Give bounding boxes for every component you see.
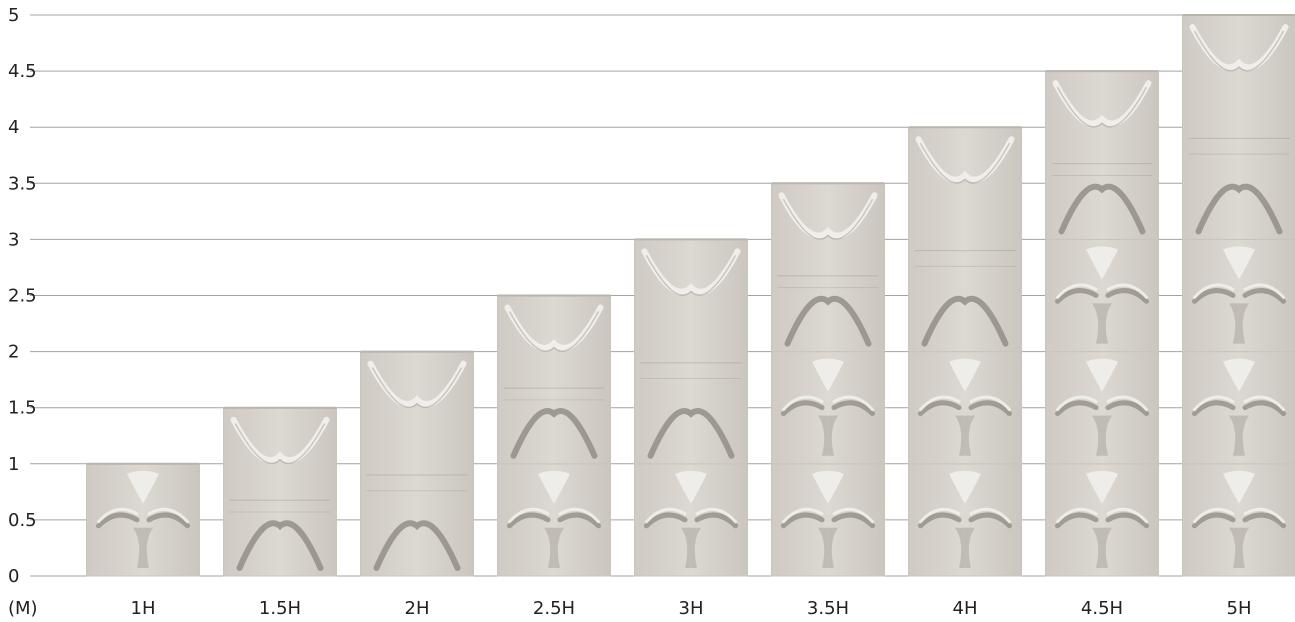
- bar: [1045, 70, 1159, 577]
- x-tick-label: 5H: [1227, 598, 1252, 619]
- x-tick-label: 4.5H: [1081, 598, 1123, 619]
- y-tick-label: 0: [8, 566, 19, 587]
- y-tick-label: 1: [8, 454, 19, 475]
- y-tick-label: 3.5: [8, 173, 37, 194]
- y-tick-label: 5: [8, 5, 19, 26]
- unit-label: (M): [8, 598, 38, 619]
- bars: [86, 14, 1295, 577]
- y-tick-label: 1.5: [8, 398, 37, 419]
- x-tick-label: 1.5H: [259, 598, 301, 619]
- bar: [86, 462, 200, 577]
- bar: [1182, 14, 1295, 577]
- y-tick-label: 3: [8, 229, 19, 250]
- y-tick-label: 2: [8, 342, 19, 363]
- bar: [497, 294, 611, 577]
- bar: [360, 350, 474, 577]
- bar: [908, 126, 1022, 577]
- x-tick-label: 2H: [405, 598, 430, 619]
- bar: [223, 406, 337, 577]
- x-tick-label: 4H: [953, 598, 978, 619]
- y-tick-label: 2.5: [8, 286, 37, 307]
- y-tick-label: 4.5: [8, 61, 37, 82]
- y-tick-label: 4: [8, 117, 19, 138]
- x-tick-label: 3.5H: [807, 598, 849, 619]
- y-tick-label: 0.5: [8, 510, 37, 531]
- bar: [771, 182, 885, 577]
- bar: [634, 238, 748, 577]
- x-tick-label: 1H: [131, 598, 156, 619]
- axis-labels: (M) 0 0.5 1 1.5 2 2.5 3 3.5 4 4.5 5 1H 1.5H 2H 2.5H 3H 3…: [8, 5, 1252, 619]
- x-tick-label: 3H: [679, 598, 704, 619]
- x-tick-label: 2.5H: [533, 598, 575, 619]
